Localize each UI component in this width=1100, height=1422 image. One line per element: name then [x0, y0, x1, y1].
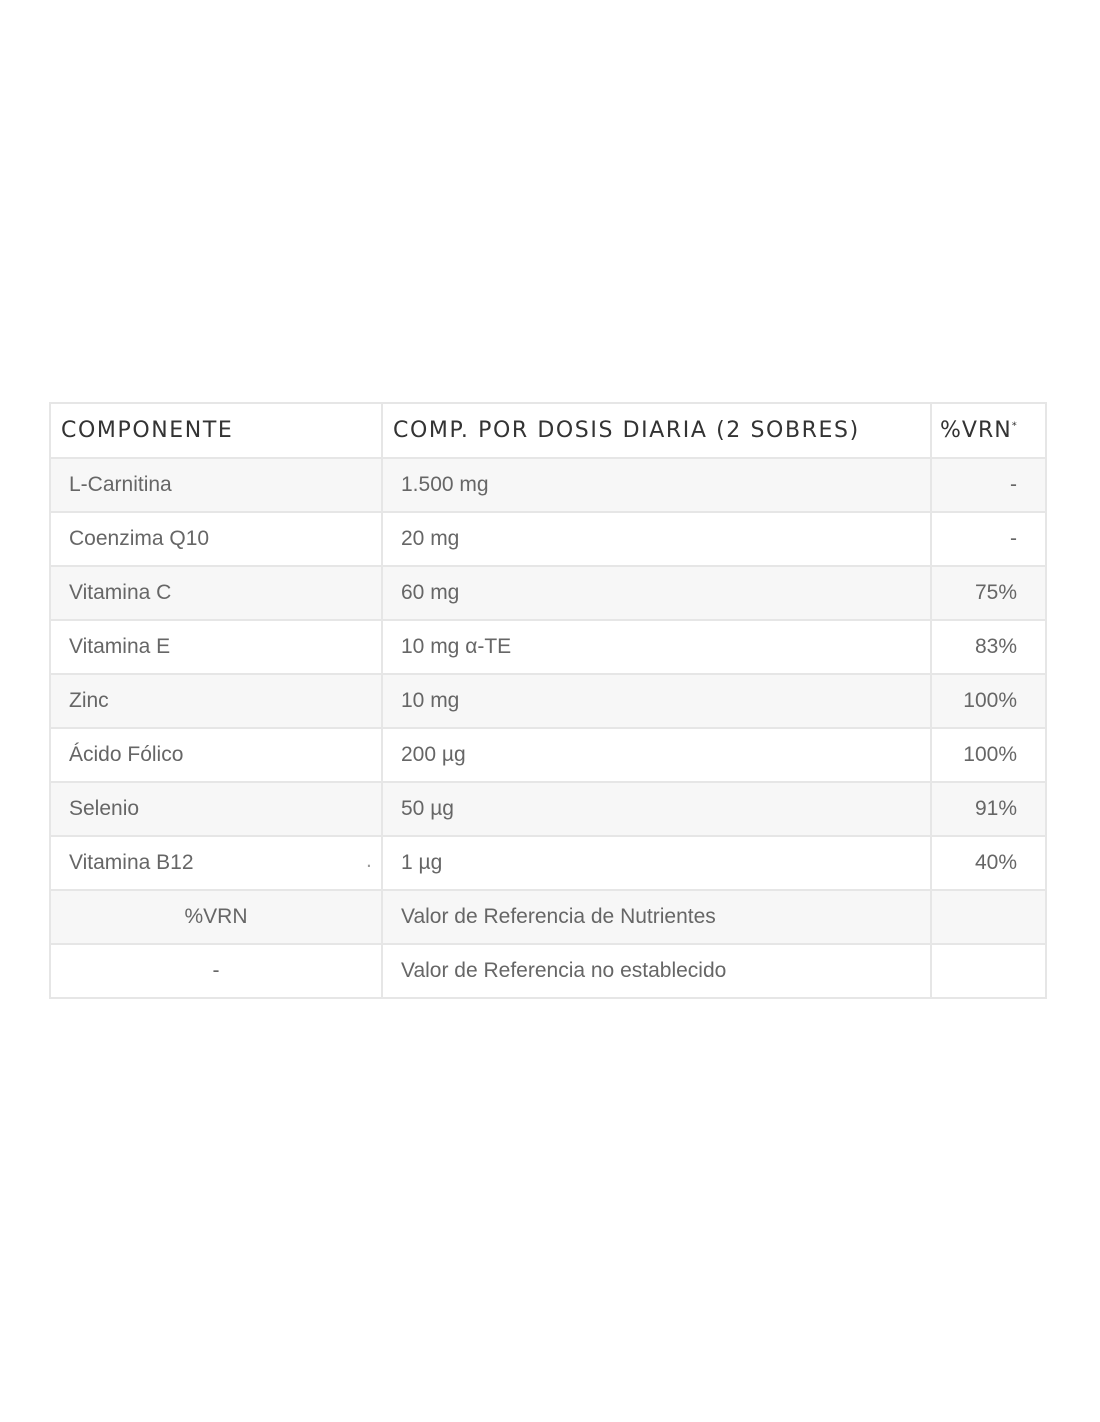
header-vrn: %VRN*: [930, 402, 1047, 459]
cell-vrn: 100%: [930, 727, 1047, 783]
table-row: Coenzima Q10 20 mg -: [49, 511, 1047, 567]
table-row: Ácido Fólico 200 µg 100%: [49, 727, 1047, 783]
cell-component: Zinc: [49, 673, 383, 729]
cell-vrn: 91%: [930, 781, 1047, 837]
component-name: Zinc: [69, 689, 109, 712]
cell-amount: 1 µg: [381, 835, 932, 891]
table-row: L-Carnitina 1.500 mg -: [49, 457, 1047, 513]
component-name: Vitamina B12: [69, 851, 194, 874]
cell-component: Selenio: [49, 781, 383, 837]
cell-vrn: 40%: [930, 835, 1047, 891]
legend-row: - Valor de Referencia no establecido: [49, 943, 1047, 999]
legend-empty-cell: [930, 889, 1047, 945]
cell-component: Vitamina B12.: [49, 835, 383, 891]
component-name: Selenio: [69, 797, 140, 820]
component-name: Vitamina C: [69, 581, 172, 604]
cell-amount: 10 mg: [381, 673, 932, 729]
nutrition-table: COMPONENTE COMP. POR DOSIS DIARIA (2 SOB…: [49, 402, 1047, 999]
table-row: Vitamina B12. 1 µg 40%: [49, 835, 1047, 891]
legend-empty-cell: [930, 943, 1047, 999]
table-row: Zinc 10 mg 100%: [49, 673, 1047, 729]
legend-term: -: [49, 943, 383, 999]
table-row: Vitamina C 60 mg 75%: [49, 565, 1047, 621]
header-amount: COMP. POR DOSIS DIARIA (2 SOBRES): [381, 402, 932, 459]
cell-component: Coenzima Q10: [49, 511, 383, 567]
component-name: Coenzima Q10: [69, 527, 210, 550]
legend-row: %VRN Valor de Referencia de Nutrientes: [49, 889, 1047, 945]
cell-component: Ácido Fólico: [49, 727, 383, 783]
component-name: Vitamina E: [69, 635, 171, 658]
component-name: Ácido Fólico: [69, 743, 184, 766]
header-vrn-label: %VRN: [940, 418, 1012, 443]
cell-vrn: 75%: [930, 565, 1047, 621]
cell-vrn: -: [930, 511, 1047, 567]
component-name: L-Carnitina: [69, 473, 172, 496]
header-component: COMPONENTE: [49, 402, 383, 459]
cell-amount: 1.500 mg: [381, 457, 932, 513]
legend-term: %VRN: [49, 889, 383, 945]
cell-component: Vitamina C: [49, 565, 383, 621]
legend-definition: Valor de Referencia de Nutrientes: [381, 889, 932, 945]
table-row: Vitamina E 10 mg α-TE 83%: [49, 619, 1047, 675]
cell-vrn: 83%: [930, 619, 1047, 675]
cell-component: Vitamina E: [49, 619, 383, 675]
cell-vrn: -: [930, 457, 1047, 513]
table-row: Selenio 50 µg 91%: [49, 781, 1047, 837]
cell-amount: 200 µg: [381, 727, 932, 783]
cell-amount: 20 mg: [381, 511, 932, 567]
legend-definition: Valor de Referencia no establecido: [381, 943, 932, 999]
cell-component: L-Carnitina: [49, 457, 383, 513]
cell-amount: 60 mg: [381, 565, 932, 621]
cell-amount: 50 µg: [381, 781, 932, 837]
footnote-mark: *: [1011, 420, 1018, 432]
table-header-row: COMPONENTE COMP. POR DOSIS DIARIA (2 SOB…: [49, 402, 1047, 459]
stray-mark: .: [366, 849, 372, 872]
cell-vrn: 100%: [930, 673, 1047, 729]
cell-amount: 10 mg α-TE: [381, 619, 932, 675]
